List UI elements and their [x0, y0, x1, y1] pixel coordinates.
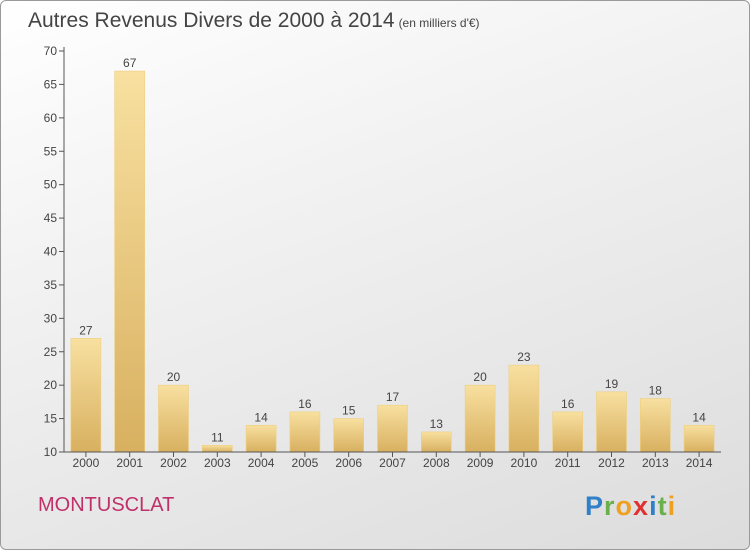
bar — [464, 384, 496, 453]
x-tick-label: 2003 — [204, 456, 231, 470]
bar — [158, 384, 189, 453]
chart-title: Autres Revenus Divers de 2000 à 2014 (en … — [28, 9, 480, 33]
y-tick-label: 60 — [44, 111, 58, 125]
bar-value-label: 14 — [692, 410, 706, 424]
y-tick-label: 50 — [44, 178, 58, 192]
bar-value-label: 14 — [254, 410, 268, 424]
chart-title-text: Autres Revenus Divers de 2000 à 2014 — [28, 9, 395, 32]
bar — [639, 398, 671, 453]
y-tick-label: 70 — [44, 44, 58, 58]
bar — [508, 364, 540, 453]
bar — [333, 418, 365, 453]
bar-value-label: 23 — [517, 350, 531, 364]
x-tick-label: 2009 — [467, 456, 494, 470]
bar — [245, 424, 277, 453]
axes-group: 2000 2001 2002 2003 2004 2005 2006 2007 2008 2009… — [44, 44, 721, 470]
bar — [114, 70, 145, 453]
x-tick-label: 2007 — [379, 456, 406, 470]
bar — [683, 424, 715, 453]
x-tick-label: 2000 — [73, 456, 100, 470]
bar-value-label: 16 — [561, 397, 575, 411]
y-tick-label: 40 — [44, 245, 58, 259]
y-tick-label: 65 — [44, 77, 58, 91]
x-tick-label: 2006 — [335, 456, 362, 470]
bar-value-label: 20 — [167, 370, 181, 384]
y-tick-label: 55 — [44, 144, 58, 158]
bar — [420, 431, 452, 453]
y-tick-label: 35 — [44, 278, 58, 292]
x-tick-label: 2002 — [160, 456, 187, 470]
y-tick-label: 10 — [44, 445, 58, 459]
bar-value-label: 19 — [605, 377, 619, 391]
bar-value-label: 20 — [473, 370, 487, 384]
bar-value-label: 27 — [79, 323, 93, 337]
bar-value-label: 18 — [649, 384, 663, 398]
bar-value-label: 16 — [298, 397, 312, 411]
bar-value-label: 15 — [342, 404, 356, 418]
bar-value-label: 17 — [386, 390, 400, 404]
y-tick-label: 30 — [44, 311, 58, 325]
y-tick-label: 20 — [44, 378, 58, 392]
x-tick-label: 2004 — [248, 456, 275, 470]
x-tick-label: 2008 — [423, 456, 450, 470]
x-tick-label: 2010 — [511, 456, 538, 470]
bar — [377, 404, 408, 453]
bar — [70, 338, 102, 453]
bars-group: 27 67 20 11 14 16 15 17 13 20 23 16 19 18 14 — [70, 56, 715, 453]
bar — [552, 411, 584, 453]
bar-value-label: 11 — [211, 430, 224, 444]
y-tick-label: 25 — [44, 345, 58, 359]
y-tick-label: 45 — [44, 211, 58, 225]
x-tick-label: 2013 — [642, 456, 669, 470]
bar — [202, 445, 233, 453]
bar — [289, 411, 321, 453]
bar-value-label: 67 — [123, 56, 137, 70]
x-tick-label: 2001 — [116, 456, 143, 470]
proxiti-logo: Proxiti — [585, 491, 677, 521]
location-label: MONTUSCLAT — [38, 494, 175, 516]
x-tick-label: 2005 — [292, 456, 319, 470]
y-tick-label: 15 — [44, 412, 58, 426]
x-tick-label: 2014 — [686, 456, 713, 470]
x-tick-label: 2012 — [598, 456, 625, 470]
bar-value-label: 13 — [430, 417, 444, 431]
chart-subtitle: (en milliers d'€) — [398, 16, 480, 30]
bar — [596, 391, 627, 453]
x-tick-label: 2011 — [555, 456, 581, 470]
